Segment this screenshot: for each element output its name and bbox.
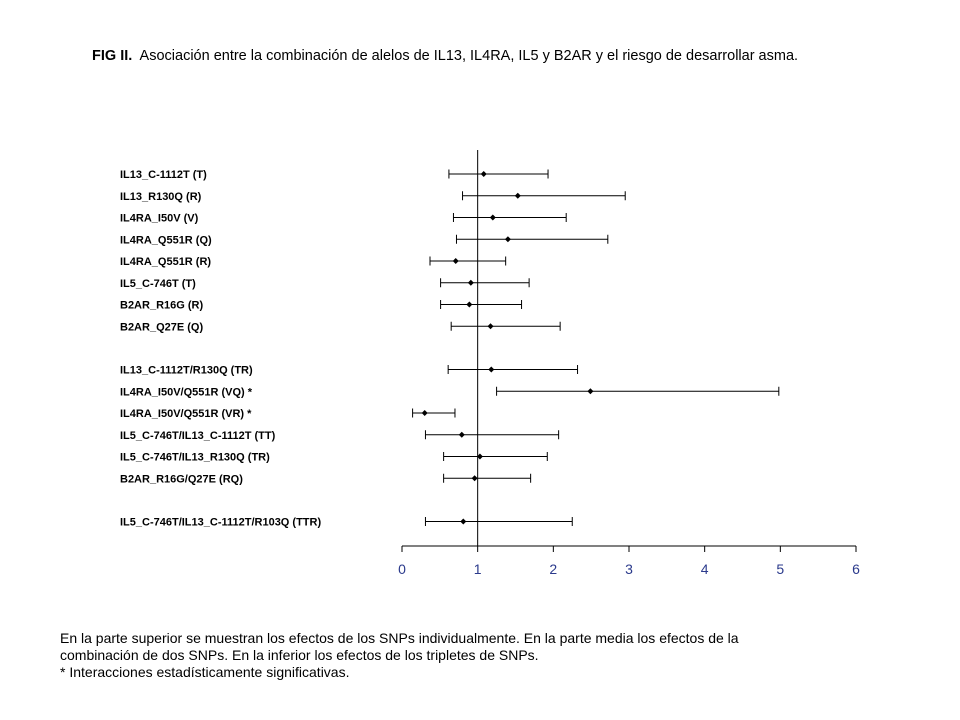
row-label: IL13_C-1112T/R130Q (TR) xyxy=(120,365,253,377)
row-label: IL13_C-1112T (T) xyxy=(120,169,207,181)
row-label: IL5_C-746T (T) xyxy=(120,278,196,290)
point-estimate xyxy=(458,431,465,438)
x-tick-label: 6 xyxy=(852,561,860,577)
figure-title: FIG II. Asociación entre la combinación … xyxy=(92,48,798,64)
caption-line: combinación de dos SNPs. En la inferior … xyxy=(60,647,539,663)
x-tick-label: 0 xyxy=(398,561,406,577)
row-label: IL4RA_I50V/Q551R (VQ) * xyxy=(120,386,253,398)
point-estimate xyxy=(514,192,521,199)
point-estimate xyxy=(471,475,478,482)
point-estimate xyxy=(452,258,459,264)
point-estimate xyxy=(476,453,483,460)
point-estimate xyxy=(460,518,467,525)
x-tick-label: 1 xyxy=(474,561,482,577)
row-label: B2AR_Q27E (Q) xyxy=(120,321,203,333)
point-estimate xyxy=(488,366,495,373)
point-estimate xyxy=(480,171,487,177)
row-label: IL13_R130Q (R) xyxy=(120,191,202,203)
row-label: IL4RA_Q551R (R) xyxy=(120,256,211,268)
row-label: IL4RA_I50V/Q551R (VR) * xyxy=(120,408,252,420)
x-tick-label: 2 xyxy=(549,561,557,577)
point-estimate xyxy=(487,323,494,330)
x-tick-label: 3 xyxy=(625,561,633,577)
figure-title-prefix: FIG II. xyxy=(92,48,133,64)
caption-line: En la parte superior se muestran los efe… xyxy=(60,630,739,646)
row-label: IL4RA_I50V (V) xyxy=(120,213,199,225)
x-tick-label: 5 xyxy=(776,561,784,577)
x-tick-label: 4 xyxy=(701,561,709,577)
row-label: B2AR_R16G (R) xyxy=(120,300,203,312)
point-estimate xyxy=(489,214,496,221)
forest-plot: IL13_C-1112T (T) IL13_R130Q (R) IL4RA_I50V… xyxy=(120,150,860,577)
row-label: IL5_C-746T/IL13_C-1112T (TT) xyxy=(120,430,276,442)
row-label: IL5_C-746T/IL13_C-1112T/R103Q (TTR) xyxy=(120,517,321,529)
row-label: IL5_C-746T/IL13_R130Q (TR) xyxy=(120,452,270,464)
caption-line: * Interacciones estadísticamente signifi… xyxy=(60,664,350,680)
point-estimate xyxy=(467,279,474,286)
point-estimate xyxy=(587,388,594,395)
row-label: B2AR_R16G/Q27E (RQ) xyxy=(120,473,243,485)
point-estimate xyxy=(421,410,428,416)
point-estimate xyxy=(466,301,473,308)
figure-caption: En la parte superior se muestran los efe… xyxy=(60,630,920,681)
row-label: IL4RA_Q551R (Q) xyxy=(120,234,212,246)
point-estimate xyxy=(504,236,511,243)
figure-title-text: Asociación entre la combinación de alelo… xyxy=(139,48,799,64)
